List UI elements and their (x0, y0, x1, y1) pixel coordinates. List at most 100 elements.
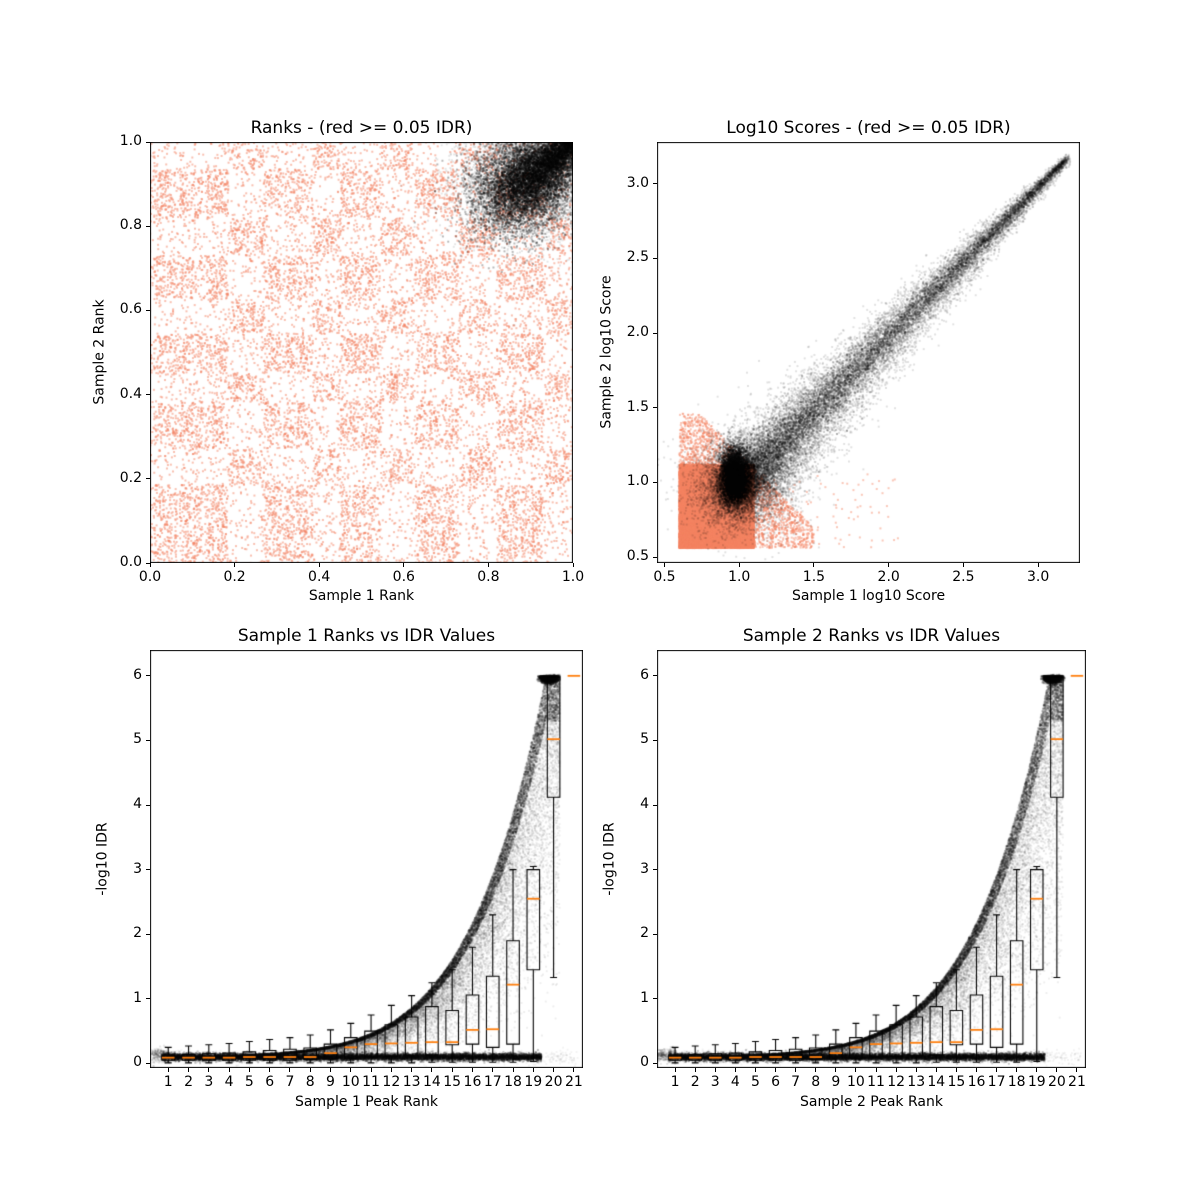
tick-mark (795, 1068, 797, 1072)
x-tick-label: 0.2 (223, 569, 246, 585)
tick-mark (653, 481, 657, 483)
tick-mark (487, 563, 489, 567)
x-tick-label: 17 (987, 1074, 1006, 1090)
tick-mark (813, 563, 815, 567)
tick-mark (653, 1062, 657, 1064)
x-tick-label: 14 (927, 1074, 946, 1090)
y-tick-label: 0.5 (626, 548, 649, 565)
x-tick-label: 14 (422, 1074, 441, 1090)
tick-mark (167, 1068, 169, 1072)
tick-mark (149, 563, 151, 567)
tick-mark (653, 869, 657, 871)
x-tick-label: 16 (967, 1074, 986, 1090)
tick-mark (653, 933, 657, 935)
tick-mark (573, 1068, 575, 1072)
x-tick-label: 15 (947, 1074, 966, 1090)
tick-mark (1076, 1068, 1078, 1072)
tick-mark (188, 1068, 190, 1072)
tick-mark (146, 225, 150, 227)
x-tick-label: 21 (564, 1074, 583, 1090)
log10-scores-plot-canvas (657, 142, 1080, 563)
tick-mark (674, 1068, 676, 1072)
tick-mark (653, 332, 657, 334)
tick-mark (451, 1068, 453, 1072)
tick-mark (146, 141, 150, 143)
y-tick-label: 4 (133, 796, 142, 813)
sample2-idr-yaxis-label: -log10 IDR (601, 822, 618, 896)
tick-mark (390, 1068, 392, 1072)
tick-mark (146, 309, 150, 311)
x-tick-label: 7 (791, 1074, 801, 1090)
log10-scores-xaxis-label: Sample 1 log10 Score (791, 588, 946, 604)
tick-mark (955, 1068, 957, 1072)
ranks-xaxis-label: Sample 1 Rank (308, 588, 415, 604)
ranks-plot-title: Ranks - (red >= 0.05 IDR) (250, 118, 473, 138)
x-tick-label: 13 (402, 1074, 421, 1090)
x-tick-label: 5 (244, 1074, 254, 1090)
tick-mark (146, 739, 150, 741)
x-tick-label: 8 (811, 1074, 821, 1090)
y-tick-label: 5 (133, 731, 142, 748)
sample1-idr-plot-title: Sample 1 Ranks vs IDR Values (237, 626, 496, 646)
x-tick-label: 0.4 (308, 569, 331, 585)
tick-mark (962, 563, 964, 567)
y-tick-label: 3 (133, 860, 142, 877)
x-tick-label: 1.0 (561, 569, 585, 585)
y-tick-label: 1 (640, 989, 649, 1006)
tick-mark (146, 933, 150, 935)
tick-mark (653, 804, 657, 806)
tick-mark (734, 1068, 736, 1072)
tick-mark (269, 1068, 271, 1072)
tick-mark (653, 739, 657, 741)
tick-mark (653, 998, 657, 1000)
y-tick-label: 3.0 (626, 174, 649, 191)
x-tick-label: 10 (847, 1074, 865, 1090)
tick-mark (532, 1068, 534, 1072)
tick-mark (289, 1068, 291, 1072)
x-tick-label: 7 (285, 1074, 295, 1090)
tick-mark (1056, 1068, 1058, 1072)
tick-mark (234, 563, 236, 567)
tick-mark (572, 563, 574, 567)
tick-mark (146, 394, 150, 396)
x-tick-label: 11 (867, 1074, 885, 1090)
tick-mark (431, 1068, 433, 1072)
x-tick-label: 21 (1068, 1074, 1086, 1090)
tick-mark (935, 1068, 937, 1072)
y-tick-label: 2 (640, 925, 649, 942)
x-tick-label: 1 (163, 1074, 173, 1090)
y-tick-label: 0.2 (119, 469, 142, 486)
x-tick-label: 3 (204, 1074, 214, 1090)
tick-mark (248, 1068, 250, 1072)
x-tick-label: 20 (544, 1074, 563, 1090)
x-tick-label: 15 (443, 1074, 462, 1090)
log10-scores-plot-title: Log10 Scores - (red >= 0.05 IDR) (726, 118, 1011, 138)
tick-mark (754, 1068, 756, 1072)
tick-mark (855, 1068, 857, 1072)
x-tick-label: 18 (504, 1074, 522, 1090)
y-tick-label: 1.0 (119, 133, 142, 149)
tick-mark (512, 1068, 514, 1072)
tick-mark (146, 1062, 150, 1064)
tick-mark (146, 478, 150, 480)
x-tick-label: 0.0 (138, 569, 162, 585)
tick-mark (888, 563, 890, 567)
tick-mark (146, 675, 150, 677)
tick-mark (895, 1068, 897, 1072)
sample2-idr-plot-title: Sample 2 Ranks vs IDR Values (742, 626, 1001, 646)
tick-mark (653, 407, 657, 409)
x-tick-label: 3 (710, 1074, 720, 1090)
y-tick-label: 1.5 (626, 398, 649, 415)
tick-mark (370, 1068, 372, 1072)
x-tick-label: 10 (341, 1074, 360, 1090)
tick-mark (146, 869, 150, 871)
x-tick-label: 1 (670, 1074, 680, 1090)
tick-mark (411, 1068, 413, 1072)
tick-mark (471, 1068, 473, 1072)
tick-mark (1016, 1068, 1018, 1072)
x-tick-label: 2 (184, 1074, 193, 1090)
x-tick-label: 20 (1047, 1074, 1066, 1090)
x-tick-label: 3.0 (1027, 569, 1050, 585)
tick-mark (309, 1068, 311, 1072)
y-tick-label: 0.6 (119, 301, 142, 318)
